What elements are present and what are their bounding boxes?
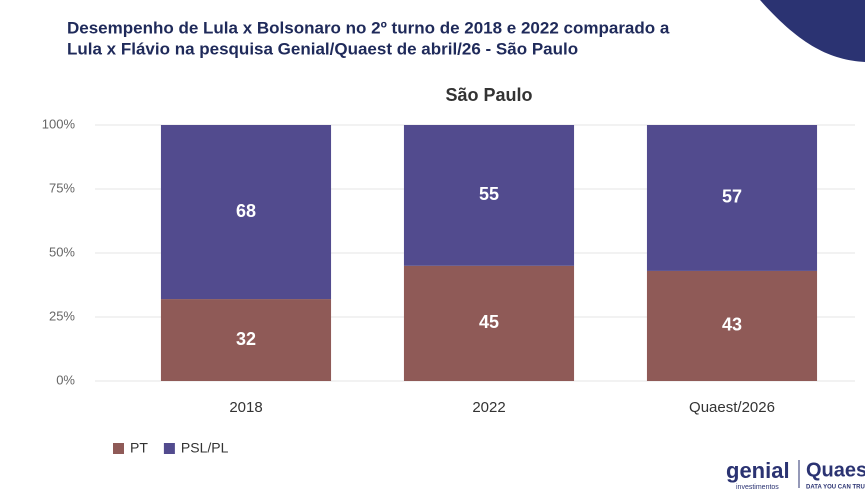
title-line: Desempenho de Lula x Bolsonaro no 2º tur… bbox=[67, 18, 670, 37]
y-tick-label: 75% bbox=[49, 180, 75, 195]
logo-quaest: Quaes bbox=[806, 459, 865, 481]
x-tick-label: Quaest/2026 bbox=[689, 399, 775, 416]
logo-genial-sub: investimentos bbox=[736, 484, 779, 491]
x-tick-label: 2022 bbox=[472, 399, 505, 416]
bar-segment bbox=[160, 299, 332, 381]
legend-swatch bbox=[113, 443, 124, 454]
legend-swatch bbox=[163, 443, 175, 454]
logo-genial: genial bbox=[726, 458, 790, 483]
title-line: Lula x Flávio na pesquisa Genial/Quaest … bbox=[67, 39, 578, 58]
bar-segment bbox=[646, 270, 818, 381]
data-label: 45 bbox=[479, 312, 499, 332]
data-label: 57 bbox=[722, 187, 742, 207]
data-label: 55 bbox=[479, 184, 499, 204]
y-tick-label: 100% bbox=[42, 116, 76, 131]
bar-segment bbox=[160, 125, 332, 300]
y-tick-label: 0% bbox=[56, 372, 75, 387]
y-tick-label: 50% bbox=[49, 244, 75, 259]
bar-segment bbox=[403, 125, 575, 266]
x-tick-label: 2018 bbox=[229, 399, 262, 416]
header-swoosh bbox=[760, 0, 865, 62]
bar-segment bbox=[403, 265, 575, 381]
legend-label: PT bbox=[130, 440, 148, 456]
chart-subtitle: São Paulo bbox=[445, 85, 532, 105]
data-label: 68 bbox=[236, 201, 256, 221]
logo-quaest-sub: DATA YOU CAN TRU bbox=[806, 485, 865, 491]
data-label: 32 bbox=[236, 329, 256, 349]
bar-segment bbox=[646, 125, 818, 271]
y-tick-label: 25% bbox=[49, 308, 75, 323]
legend-label: PSL/PL bbox=[181, 440, 229, 456]
data-label: 43 bbox=[722, 315, 742, 335]
